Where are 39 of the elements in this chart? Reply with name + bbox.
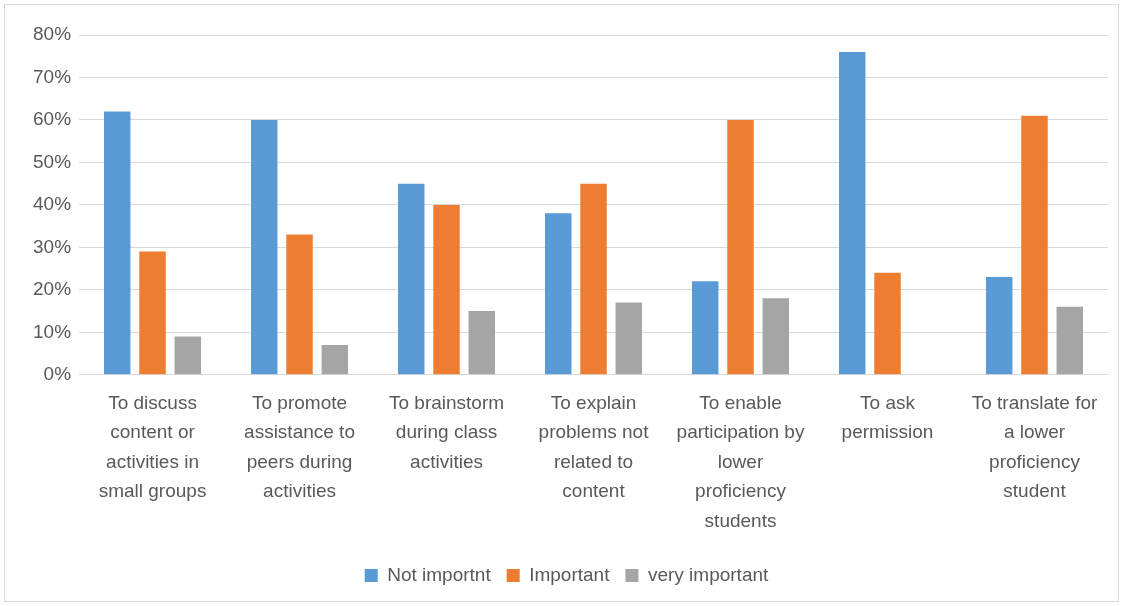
bar (251, 119, 278, 375)
bar (398, 183, 425, 375)
bar (433, 204, 460, 375)
bar (286, 234, 313, 375)
x-tick-label: To enable participation by lower proficiency students (676, 391, 805, 531)
bar (468, 311, 496, 375)
bar (874, 272, 901, 375)
y-tick-label: 30% (33, 235, 72, 257)
bar (545, 213, 572, 375)
bar (321, 345, 349, 375)
y-tick-label: 70% (33, 65, 72, 87)
bar (174, 336, 202, 375)
x-tick-label: To promote assistance to peers during activities (244, 391, 355, 502)
bar (839, 51, 866, 375)
x-tick-label: To discuss content or activities in small groups (98, 391, 207, 502)
y-tick-label: 20% (33, 278, 72, 300)
bar (985, 277, 1013, 375)
bar (1021, 115, 1048, 375)
legend-label: Important (529, 563, 611, 585)
y-tick-label: 80% (33, 23, 72, 45)
legend-label: Not importnt (387, 563, 492, 585)
legend-label: very important (647, 563, 770, 585)
x-tick-label: To explain problems not related to content (538, 391, 650, 502)
bar (580, 183, 607, 375)
x-tick-label: To translate for a lower proficiency student (971, 391, 1099, 502)
x-tick-label: To brainstorm during class activities (388, 391, 505, 472)
bar (727, 119, 754, 375)
bar (1056, 306, 1084, 375)
bar (692, 281, 719, 375)
bar (139, 251, 166, 375)
x-tick-label: To ask permission (841, 391, 934, 443)
y-tick-label: 10% (33, 320, 72, 342)
y-tick-label: 0% (43, 362, 72, 384)
bar (615, 302, 643, 375)
bar (104, 111, 131, 375)
y-tick-label: 60% (33, 108, 72, 130)
bar (762, 298, 790, 375)
y-tick-label: 40% (33, 193, 72, 215)
y-tick-label: 50% (33, 150, 72, 172)
